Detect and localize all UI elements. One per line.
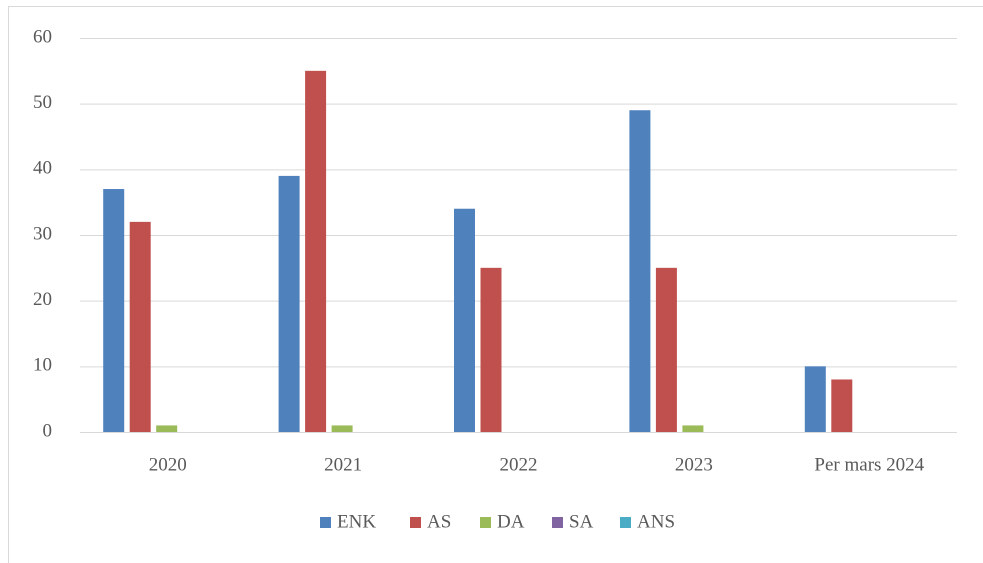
y-tick-label: 0 (43, 420, 53, 441)
legend-swatch (410, 517, 421, 528)
bar (278, 175, 300, 432)
bar (804, 366, 826, 432)
y-tick-label: 20 (33, 289, 52, 310)
bar (156, 425, 178, 432)
x-tick-label: 2020 (149, 454, 187, 475)
legend-label: SA (569, 511, 594, 532)
y-tick-label: 30 (33, 223, 52, 244)
x-tick-label: 2021 (324, 454, 362, 475)
x-tick-label: 2022 (500, 454, 538, 475)
y-tick-label: 40 (33, 158, 52, 179)
bar (831, 379, 853, 432)
x-tick-label: Per mars 2024 (814, 454, 924, 475)
legend-swatch (320, 517, 331, 528)
bar (103, 189, 125, 432)
y-tick-label: 50 (33, 92, 52, 113)
bar (682, 425, 704, 432)
bar (480, 267, 502, 432)
bar (331, 425, 353, 432)
legend-swatch (480, 517, 491, 528)
bar (629, 110, 651, 432)
bar (305, 70, 327, 432)
legend-label: DA (497, 511, 525, 532)
legend-label: ANS (637, 511, 675, 532)
bar (454, 208, 475, 432)
bar (129, 221, 151, 432)
bar (655, 267, 677, 432)
y-tick-label: 10 (33, 355, 52, 376)
legend-label: AS (427, 511, 451, 532)
legend-label: ENK (337, 511, 376, 532)
legend-swatch (552, 517, 563, 528)
legend-swatch (620, 517, 631, 528)
x-tick-label: 2023 (675, 454, 713, 475)
y-tick-label: 60 (33, 26, 52, 47)
